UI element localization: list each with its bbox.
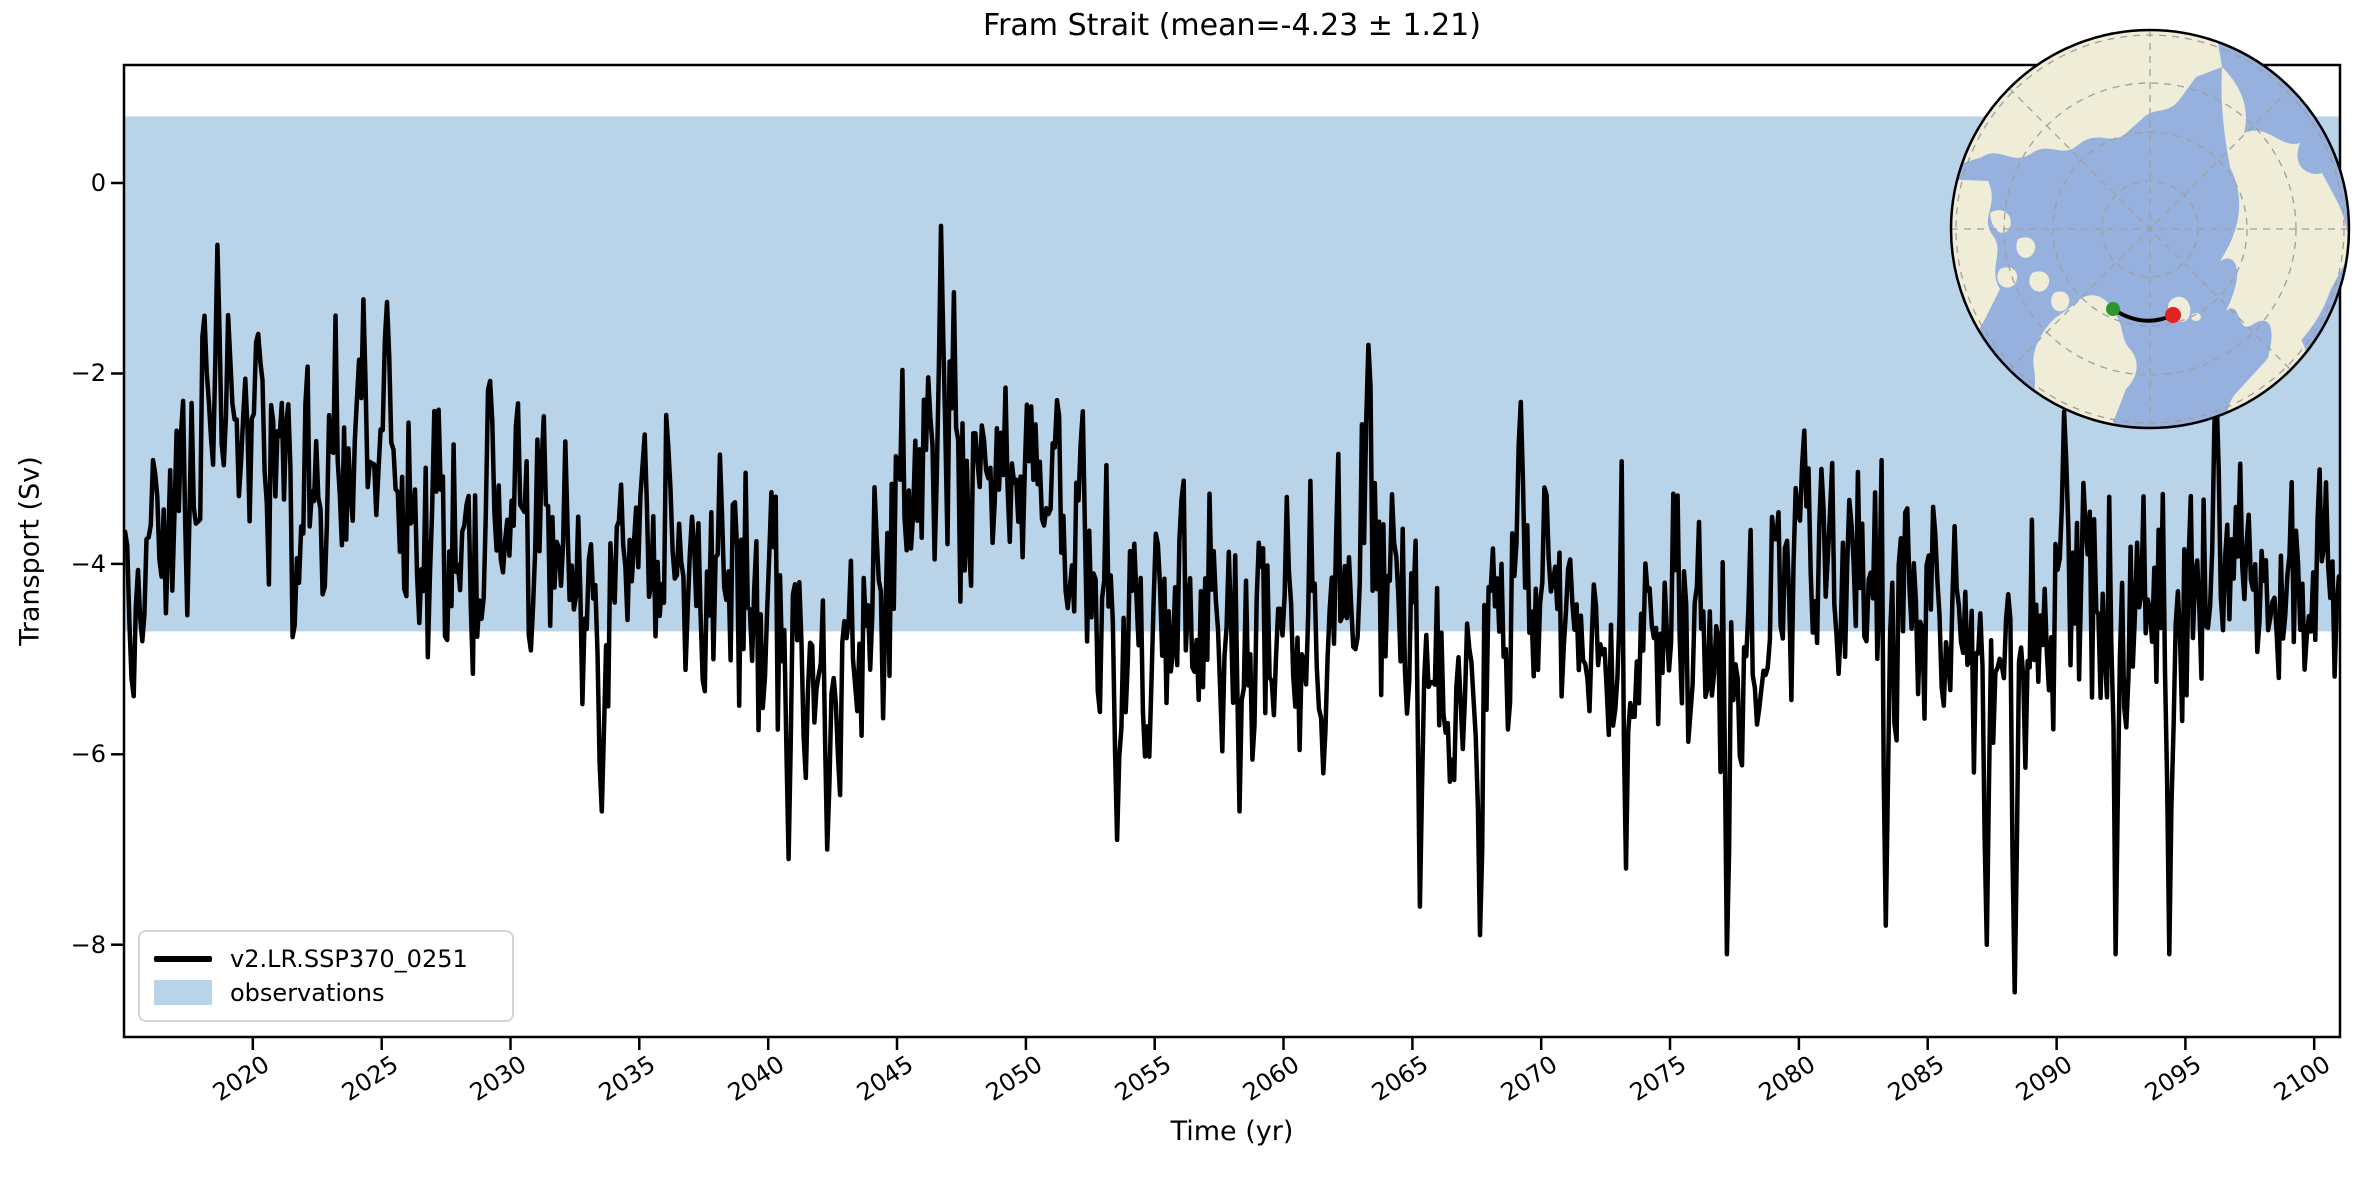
legend-label-model: v2.LR.SSP370_0251: [230, 944, 468, 973]
legend-line-swatch: [154, 955, 212, 962]
y-tick-label: 0: [90, 169, 106, 198]
legend-label-observations: observations: [230, 978, 385, 1007]
map-land-arctic-island-4: [2029, 271, 2050, 292]
axes-spines: [122, 63, 2342, 1039]
map-globe-border: [1949, 28, 2351, 430]
chart-title: Fram Strait (mean=-4.23 ± 1.21): [983, 8, 1481, 43]
map-graticule: [1951, 30, 2349, 428]
section-start-dot-green: [2106, 302, 2120, 316]
legend-entry-model: v2.LR.SSP370_0251: [154, 945, 498, 974]
inset-map: [1949, 28, 2351, 430]
map-land-arctic-island-3: [1997, 267, 2018, 288]
legend: v2.LR.SSP370_0251 observations: [138, 930, 514, 1022]
legend-entry-observations: observations: [154, 979, 498, 1008]
map-land-greenland: [2033, 295, 2137, 428]
map-land-arctic-island-5: [2051, 291, 2070, 312]
legend-patch-swatch: [154, 980, 212, 1006]
y-tick-label: −2: [70, 359, 106, 388]
x-axis-label: Time (yr): [1170, 1116, 1294, 1147]
map-land-arctic-island-2: [2016, 237, 2036, 258]
y-tick-label: −6: [70, 740, 106, 769]
model-timeseries-line: [122, 223, 2342, 995]
y-tick-label: −4: [70, 549, 106, 578]
map-land-siberia: [2220, 67, 2349, 381]
map-land-arctic-island-1: [1990, 210, 2011, 233]
section-end-dot-red: [2165, 307, 2181, 323]
y-tick-label: −8: [70, 930, 106, 959]
